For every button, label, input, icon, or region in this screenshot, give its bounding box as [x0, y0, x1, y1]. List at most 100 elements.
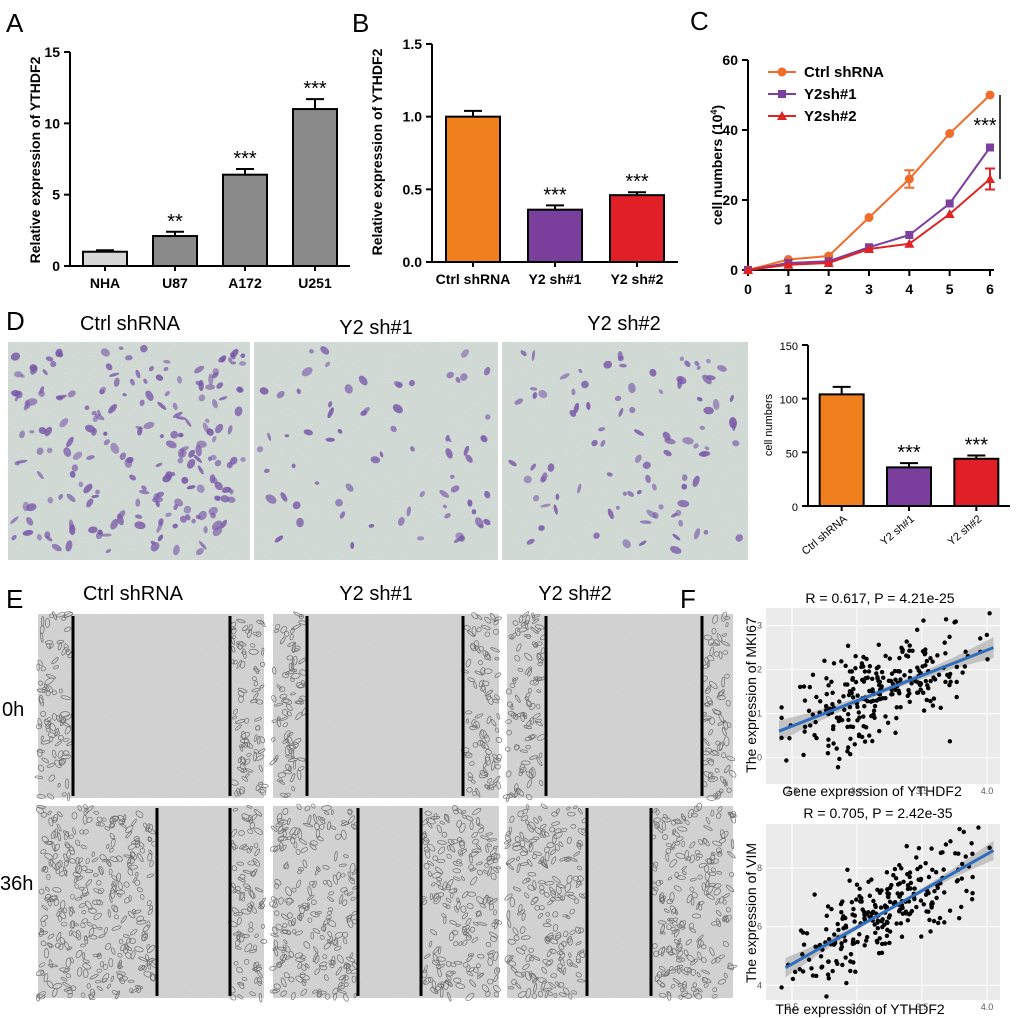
- f2-ytick-label: 6: [757, 922, 762, 932]
- e-cell: [527, 872, 537, 877]
- f1-point: [802, 698, 808, 703]
- e-cell: [466, 903, 474, 910]
- f1-point: [871, 708, 877, 713]
- e-cell: [306, 894, 315, 901]
- d-stained-cell: [439, 490, 450, 498]
- e-cell: [519, 926, 526, 934]
- d-stained-cell: [116, 513, 124, 526]
- e-cell: [526, 701, 532, 707]
- d-stained-cell: [694, 360, 700, 367]
- e-cell: [659, 892, 665, 902]
- e-cell: [708, 729, 713, 736]
- e-cell: [722, 720, 729, 730]
- e-cell: [532, 677, 539, 684]
- e-cell: [44, 893, 52, 900]
- d-stained-cell: [649, 368, 657, 377]
- d-stained-cell: [445, 448, 453, 459]
- e-cell: [517, 909, 526, 916]
- f1-point: [784, 758, 789, 763]
- d-stained-cell: [597, 427, 606, 432]
- f1-point: [848, 751, 853, 757]
- e-cell: [436, 840, 447, 845]
- f1-point: [876, 697, 882, 702]
- e-cell: [100, 960, 104, 968]
- d-stained-cell: [129, 378, 135, 386]
- d-stained-cell: [600, 439, 606, 447]
- e-cell: [43, 718, 52, 728]
- e-cell: [305, 963, 310, 969]
- e-cell: [712, 987, 718, 993]
- e-cell: [133, 909, 142, 914]
- e-cell: [280, 913, 289, 920]
- e-cell: [422, 899, 428, 905]
- d-stained-cell: [105, 548, 112, 554]
- d-stained-cell: [581, 380, 589, 389]
- f2-point: [873, 930, 878, 936]
- e-cell: [481, 684, 487, 694]
- e-cell: [712, 840, 723, 847]
- e-cell: [54, 861, 61, 871]
- e-cell: [306, 902, 310, 908]
- f1-point: [885, 720, 891, 725]
- e-cell: [496, 712, 501, 720]
- e-cell: [677, 983, 683, 987]
- e-cell: [465, 658, 472, 668]
- f1-point: [837, 756, 842, 762]
- e-cell: [304, 805, 311, 812]
- d-title-ctrl: Ctrl shRNA: [80, 313, 181, 335]
- e-cell: [341, 899, 348, 906]
- d-stained-cell: [100, 348, 110, 357]
- e-cell: [673, 885, 682, 892]
- e-cell: [95, 979, 101, 984]
- d-stained-cell: [658, 504, 664, 510]
- chart-c-point: [864, 244, 874, 253]
- e-cell: [37, 659, 43, 666]
- f2-point: [835, 921, 840, 927]
- e-cell: [271, 825, 278, 832]
- d-stained-cell: [638, 540, 647, 546]
- d-stained-cell: [216, 495, 221, 502]
- e-cell: [561, 941, 567, 947]
- e-cell: [535, 721, 543, 727]
- e-cell: [725, 621, 729, 628]
- e-cell: [672, 921, 678, 927]
- chart-c-xtick-label: 2: [825, 281, 833, 297]
- e-cell: [54, 942, 61, 949]
- e-cell: [141, 933, 148, 942]
- e-cell: [293, 841, 298, 849]
- e-cell: [526, 804, 530, 810]
- e-cell: [537, 661, 544, 667]
- e-cell: [321, 805, 332, 811]
- e-cell: [527, 667, 533, 677]
- chart-b-bar: Relative expression of YTHDF2 0.00.51.01…: [369, 36, 678, 287]
- e-cell: [724, 764, 731, 774]
- d-stained-cell: [113, 377, 120, 387]
- e-cell: [41, 686, 46, 693]
- e-cell: [694, 993, 703, 1000]
- e-cell: [273, 754, 279, 763]
- chart-a-ytick-label: 5: [52, 187, 60, 203]
- f1-xtick-label: 3.0: [851, 786, 864, 796]
- e-cell: [509, 815, 515, 823]
- d-stained-cell: [23, 403, 29, 411]
- d-stained-cell: [145, 390, 154, 401]
- e-cell: [284, 745, 291, 756]
- e-cell: [527, 884, 536, 891]
- e-cell: [685, 856, 692, 861]
- f1-point: [943, 651, 948, 656]
- e-cell: [278, 960, 285, 966]
- e-cell: [87, 921, 93, 927]
- f2-point: [916, 845, 922, 851]
- d-stained-cell: [607, 508, 614, 520]
- e-cell: [288, 748, 295, 754]
- f1-point: [928, 678, 933, 684]
- e-cell: [472, 807, 482, 816]
- e-cell: [670, 984, 676, 989]
- e-cell: [445, 897, 452, 903]
- d-stained-cell: [214, 481, 223, 491]
- chart-a-bar: [82, 250, 128, 268]
- e-cell: [36, 993, 41, 1002]
- e-cell: [258, 787, 267, 794]
- e-cell: [486, 856, 496, 861]
- e-cell: [314, 867, 320, 876]
